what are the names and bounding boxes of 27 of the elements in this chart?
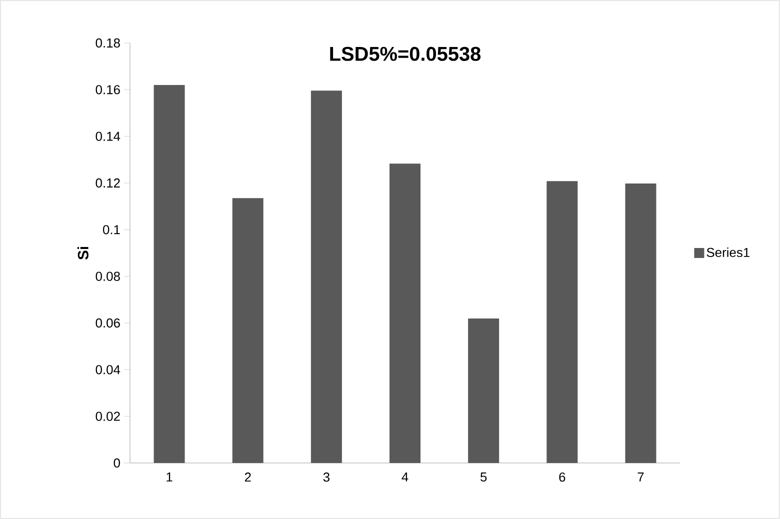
x-tick-label: 7 — [638, 472, 644, 482]
y-tick-label: 0.14 — [96, 132, 120, 141]
y-tick-label: 0.02 — [96, 412, 120, 421]
x-tick-label: 5 — [480, 472, 487, 482]
y-tick-label: 0.06 — [96, 318, 120, 328]
y-tick-label: 0.1 — [102, 225, 120, 234]
y-tick-label: 0.04 — [96, 365, 120, 374]
y-tick-label: 0.16 — [96, 85, 120, 94]
bar — [390, 164, 421, 463]
y-tick-label: 0.08 — [96, 272, 120, 281]
bar — [232, 198, 264, 463]
legend-label: Series1 — [706, 248, 750, 258]
y-tick-label: 0 — [114, 458, 120, 468]
x-tick-label: 1 — [166, 472, 172, 482]
bar — [546, 181, 578, 463]
bar — [625, 183, 656, 463]
bar — [468, 318, 500, 463]
y-tick-label: 0.18 — [96, 38, 120, 48]
y-axis-title: Si — [77, 246, 88, 260]
x-tick-label: 3 — [323, 472, 330, 482]
y-tick-label: 0.12 — [96, 178, 120, 188]
x-tick-label: 6 — [559, 472, 566, 482]
chart-title: LSD5%=0.05538 — [330, 46, 481, 61]
x-tick-label: 2 — [244, 472, 251, 482]
bar — [154, 84, 185, 463]
x-tick-label: 4 — [402, 472, 408, 482]
bar — [310, 90, 342, 463]
